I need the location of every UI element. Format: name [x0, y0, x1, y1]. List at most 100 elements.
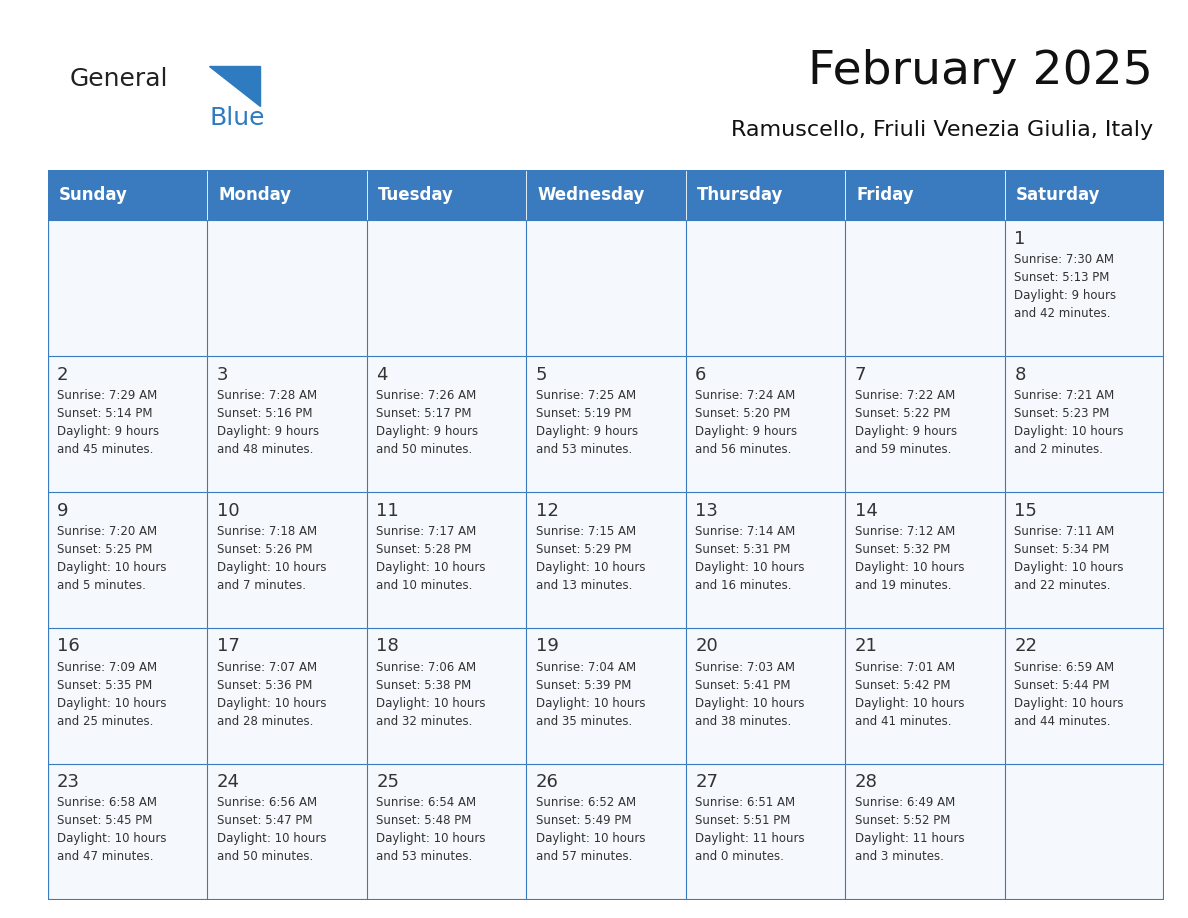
Text: General: General [70, 67, 169, 92]
Text: Sunrise: 7:29 AM
Sunset: 5:14 PM
Daylight: 9 hours
and 45 minutes.: Sunrise: 7:29 AM Sunset: 5:14 PM Dayligh… [57, 389, 159, 456]
Text: 27: 27 [695, 773, 719, 791]
Text: 6: 6 [695, 365, 707, 384]
FancyBboxPatch shape [207, 220, 367, 356]
Text: Sunrise: 6:58 AM
Sunset: 5:45 PM
Daylight: 10 hours
and 47 minutes.: Sunrise: 6:58 AM Sunset: 5:45 PM Dayligh… [57, 797, 166, 864]
FancyBboxPatch shape [48, 764, 207, 900]
FancyBboxPatch shape [845, 628, 1005, 764]
Text: 4: 4 [377, 365, 387, 384]
FancyBboxPatch shape [367, 170, 526, 220]
FancyBboxPatch shape [207, 628, 367, 764]
Text: Sunrise: 6:52 AM
Sunset: 5:49 PM
Daylight: 10 hours
and 57 minutes.: Sunrise: 6:52 AM Sunset: 5:49 PM Dayligh… [536, 797, 645, 864]
FancyBboxPatch shape [1005, 492, 1164, 628]
Text: Sunrise: 6:56 AM
Sunset: 5:47 PM
Daylight: 10 hours
and 50 minutes.: Sunrise: 6:56 AM Sunset: 5:47 PM Dayligh… [216, 797, 327, 864]
FancyBboxPatch shape [845, 764, 1005, 900]
Text: 25: 25 [377, 773, 399, 791]
Text: 26: 26 [536, 773, 558, 791]
Text: Blue: Blue [209, 106, 265, 129]
FancyBboxPatch shape [526, 764, 685, 900]
Text: Wednesday: Wednesday [537, 186, 645, 204]
FancyBboxPatch shape [48, 356, 207, 492]
Text: Saturday: Saturday [1016, 186, 1100, 204]
Text: February 2025: February 2025 [808, 49, 1154, 94]
FancyBboxPatch shape [207, 492, 367, 628]
FancyBboxPatch shape [685, 356, 845, 492]
Text: Tuesday: Tuesday [378, 186, 454, 204]
Text: Sunrise: 7:14 AM
Sunset: 5:31 PM
Daylight: 10 hours
and 16 minutes.: Sunrise: 7:14 AM Sunset: 5:31 PM Dayligh… [695, 525, 804, 592]
FancyBboxPatch shape [367, 628, 526, 764]
Text: 1: 1 [1015, 230, 1025, 248]
Text: 8: 8 [1015, 365, 1025, 384]
Text: Sunrise: 6:54 AM
Sunset: 5:48 PM
Daylight: 10 hours
and 53 minutes.: Sunrise: 6:54 AM Sunset: 5:48 PM Dayligh… [377, 797, 486, 864]
Text: Sunrise: 7:15 AM
Sunset: 5:29 PM
Daylight: 10 hours
and 13 minutes.: Sunrise: 7:15 AM Sunset: 5:29 PM Dayligh… [536, 525, 645, 592]
Text: 19: 19 [536, 637, 558, 655]
Text: 2: 2 [57, 365, 69, 384]
FancyBboxPatch shape [48, 220, 207, 356]
Text: Sunrise: 6:51 AM
Sunset: 5:51 PM
Daylight: 11 hours
and 0 minutes.: Sunrise: 6:51 AM Sunset: 5:51 PM Dayligh… [695, 797, 804, 864]
FancyBboxPatch shape [48, 170, 207, 220]
Text: 11: 11 [377, 501, 399, 520]
Text: Sunrise: 7:30 AM
Sunset: 5:13 PM
Daylight: 9 hours
and 42 minutes.: Sunrise: 7:30 AM Sunset: 5:13 PM Dayligh… [1015, 253, 1117, 320]
Text: 3: 3 [216, 365, 228, 384]
FancyBboxPatch shape [685, 492, 845, 628]
FancyBboxPatch shape [367, 356, 526, 492]
Text: 10: 10 [216, 501, 239, 520]
FancyBboxPatch shape [1005, 170, 1164, 220]
FancyBboxPatch shape [845, 492, 1005, 628]
Text: 14: 14 [854, 501, 878, 520]
Text: 20: 20 [695, 637, 718, 655]
FancyBboxPatch shape [207, 170, 367, 220]
FancyBboxPatch shape [526, 170, 685, 220]
Text: 18: 18 [377, 637, 399, 655]
FancyBboxPatch shape [48, 492, 207, 628]
Text: Sunrise: 7:26 AM
Sunset: 5:17 PM
Daylight: 9 hours
and 50 minutes.: Sunrise: 7:26 AM Sunset: 5:17 PM Dayligh… [377, 389, 479, 456]
Polygon shape [209, 66, 260, 106]
Text: Sunrise: 7:07 AM
Sunset: 5:36 PM
Daylight: 10 hours
and 28 minutes.: Sunrise: 7:07 AM Sunset: 5:36 PM Dayligh… [216, 661, 327, 728]
FancyBboxPatch shape [207, 764, 367, 900]
Text: 21: 21 [854, 637, 878, 655]
FancyBboxPatch shape [1005, 764, 1164, 900]
Text: 13: 13 [695, 501, 718, 520]
Text: Sunrise: 7:01 AM
Sunset: 5:42 PM
Daylight: 10 hours
and 41 minutes.: Sunrise: 7:01 AM Sunset: 5:42 PM Dayligh… [854, 661, 965, 728]
Text: Sunrise: 7:12 AM
Sunset: 5:32 PM
Daylight: 10 hours
and 19 minutes.: Sunrise: 7:12 AM Sunset: 5:32 PM Dayligh… [854, 525, 965, 592]
FancyBboxPatch shape [526, 220, 685, 356]
FancyBboxPatch shape [1005, 356, 1164, 492]
Text: Sunrise: 7:06 AM
Sunset: 5:38 PM
Daylight: 10 hours
and 32 minutes.: Sunrise: 7:06 AM Sunset: 5:38 PM Dayligh… [377, 661, 486, 728]
FancyBboxPatch shape [367, 492, 526, 628]
Text: Sunrise: 6:49 AM
Sunset: 5:52 PM
Daylight: 11 hours
and 3 minutes.: Sunrise: 6:49 AM Sunset: 5:52 PM Dayligh… [854, 797, 965, 864]
Text: Sunrise: 7:04 AM
Sunset: 5:39 PM
Daylight: 10 hours
and 35 minutes.: Sunrise: 7:04 AM Sunset: 5:39 PM Dayligh… [536, 661, 645, 728]
Text: Thursday: Thursday [697, 186, 783, 204]
FancyBboxPatch shape [685, 220, 845, 356]
Text: 23: 23 [57, 773, 80, 791]
Text: Sunrise: 7:24 AM
Sunset: 5:20 PM
Daylight: 9 hours
and 56 minutes.: Sunrise: 7:24 AM Sunset: 5:20 PM Dayligh… [695, 389, 797, 456]
Text: Sunrise: 7:11 AM
Sunset: 5:34 PM
Daylight: 10 hours
and 22 minutes.: Sunrise: 7:11 AM Sunset: 5:34 PM Dayligh… [1015, 525, 1124, 592]
Text: 9: 9 [57, 501, 69, 520]
FancyBboxPatch shape [367, 764, 526, 900]
Text: 17: 17 [216, 637, 240, 655]
Text: 12: 12 [536, 501, 558, 520]
Text: Sunrise: 6:59 AM
Sunset: 5:44 PM
Daylight: 10 hours
and 44 minutes.: Sunrise: 6:59 AM Sunset: 5:44 PM Dayligh… [1015, 661, 1124, 728]
FancyBboxPatch shape [526, 492, 685, 628]
FancyBboxPatch shape [845, 356, 1005, 492]
Text: Friday: Friday [857, 186, 914, 204]
FancyBboxPatch shape [526, 628, 685, 764]
Text: Sunday: Sunday [58, 186, 127, 204]
Text: 16: 16 [57, 637, 80, 655]
Text: 22: 22 [1015, 637, 1037, 655]
FancyBboxPatch shape [367, 220, 526, 356]
FancyBboxPatch shape [526, 356, 685, 492]
FancyBboxPatch shape [685, 170, 845, 220]
Text: Sunrise: 7:17 AM
Sunset: 5:28 PM
Daylight: 10 hours
and 10 minutes.: Sunrise: 7:17 AM Sunset: 5:28 PM Dayligh… [377, 525, 486, 592]
Text: 28: 28 [854, 773, 878, 791]
Text: Sunrise: 7:20 AM
Sunset: 5:25 PM
Daylight: 10 hours
and 5 minutes.: Sunrise: 7:20 AM Sunset: 5:25 PM Dayligh… [57, 525, 166, 592]
Text: Sunrise: 7:28 AM
Sunset: 5:16 PM
Daylight: 9 hours
and 48 minutes.: Sunrise: 7:28 AM Sunset: 5:16 PM Dayligh… [216, 389, 318, 456]
Text: 24: 24 [216, 773, 240, 791]
FancyBboxPatch shape [1005, 628, 1164, 764]
FancyBboxPatch shape [685, 628, 845, 764]
Text: Monday: Monday [219, 186, 291, 204]
Text: 7: 7 [854, 365, 866, 384]
FancyBboxPatch shape [1005, 220, 1164, 356]
Text: Sunrise: 7:18 AM
Sunset: 5:26 PM
Daylight: 10 hours
and 7 minutes.: Sunrise: 7:18 AM Sunset: 5:26 PM Dayligh… [216, 525, 327, 592]
Text: 15: 15 [1015, 501, 1037, 520]
FancyBboxPatch shape [207, 356, 367, 492]
FancyBboxPatch shape [685, 764, 845, 900]
